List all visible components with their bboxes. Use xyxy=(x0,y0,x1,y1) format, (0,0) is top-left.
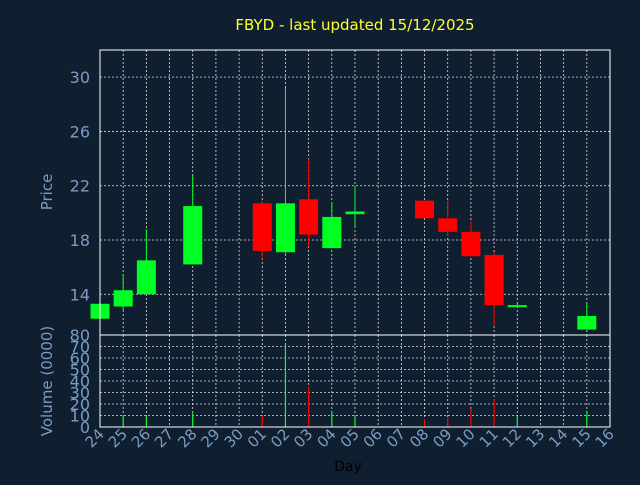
volume-tick-label: 30 xyxy=(70,384,90,403)
volume-tick-label: 50 xyxy=(70,361,90,380)
candle-body xyxy=(461,231,481,257)
candle-body xyxy=(577,316,597,330)
price-grid xyxy=(99,50,611,335)
volume-bars xyxy=(122,344,588,427)
candle-body xyxy=(484,254,504,306)
candle-body xyxy=(299,199,319,235)
volume-tick-label: 0 xyxy=(80,418,90,437)
volume-tick-label: 60 xyxy=(70,349,90,368)
candle-body xyxy=(183,206,203,265)
volume-axis-title: Volume (0000) xyxy=(38,326,56,436)
candle-body xyxy=(275,203,295,253)
price-candles xyxy=(90,88,597,330)
price-tick-label: 22 xyxy=(70,177,90,196)
price-tick-label: 18 xyxy=(70,231,90,250)
volume-tick-label: 80 xyxy=(70,326,90,345)
candle-body xyxy=(438,218,458,232)
volume-tick-label: 20 xyxy=(70,395,90,414)
chart-title: FBYD - last updated 15/12/2025 xyxy=(235,16,474,34)
candle-body xyxy=(252,203,272,251)
volume-tick-label: 10 xyxy=(70,407,90,426)
candle-body xyxy=(322,216,342,249)
price-tick-label: 30 xyxy=(70,68,90,87)
candle-body xyxy=(136,260,156,295)
volume-plot-frame xyxy=(99,334,611,428)
price-tick-label: 26 xyxy=(70,122,90,141)
candle-body xyxy=(415,200,435,219)
candle-body xyxy=(345,211,365,215)
candle-body xyxy=(507,305,527,308)
candle-body xyxy=(113,290,133,307)
price-axis-title: Price xyxy=(38,174,56,211)
volume-tick-label: 70 xyxy=(70,338,90,357)
x-axis-title: Day xyxy=(334,459,362,475)
price-tick-label: 14 xyxy=(70,285,90,304)
volume-tick-label: 40 xyxy=(70,372,90,391)
